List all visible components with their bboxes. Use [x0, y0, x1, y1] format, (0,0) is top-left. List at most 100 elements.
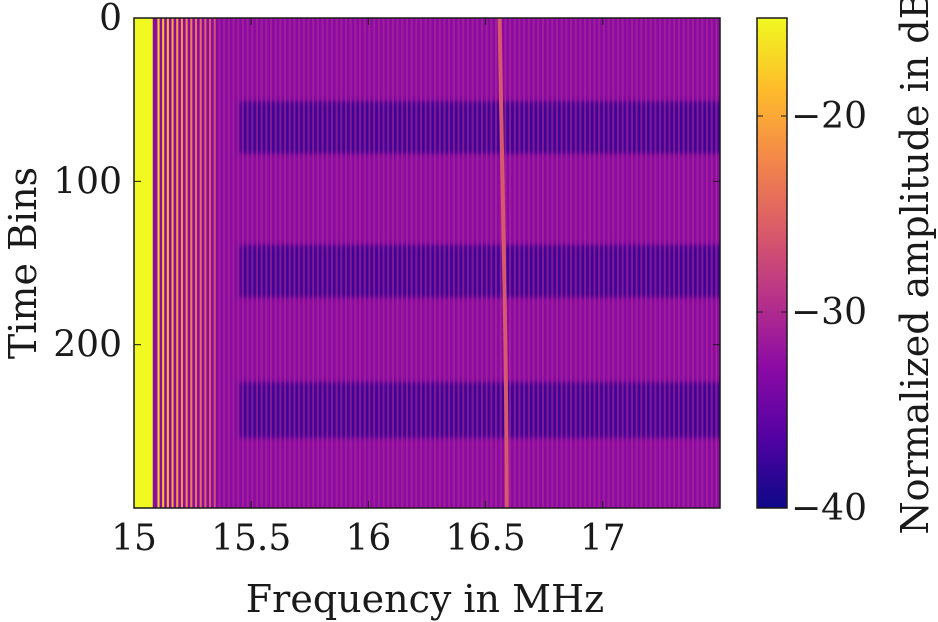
comb-column: [344, 18, 348, 508]
comb-column: [621, 18, 624, 508]
weak-spectral-line: [626, 18, 629, 508]
comb-column: [387, 18, 390, 508]
high-amplitude-band: [134, 18, 153, 508]
comb-column: [649, 18, 652, 508]
x-tick-label: 16: [345, 518, 391, 559]
y-tick-label: 100: [53, 161, 122, 202]
comb-column: [490, 18, 493, 508]
comb-column: [246, 18, 249, 508]
comb-column: [204, 18, 207, 508]
comb-column: [565, 18, 568, 508]
comb-column: [401, 18, 404, 508]
x-axis: 15 15.5 16 16.5 17: [111, 18, 626, 559]
comb-column: [438, 18, 441, 508]
colorbar: [756, 17, 788, 509]
x-axis-label: Frequency in MHz: [246, 577, 604, 621]
comb-column: [279, 18, 282, 508]
y-tick-label: 0: [99, 0, 122, 39]
comb-column: [424, 18, 427, 508]
comb-column: [569, 18, 573, 508]
comb-column: [185, 18, 188, 508]
comb-column: [288, 18, 291, 508]
comb-column: [293, 18, 296, 508]
comb-column: [509, 18, 512, 508]
comb-column: [377, 18, 380, 508]
comb-column: [391, 18, 394, 508]
comb-column: [171, 18, 174, 508]
x-tick-label: 17: [580, 518, 626, 559]
comb-column: [298, 18, 301, 508]
comb-column: [551, 18, 554, 508]
comb-column: [448, 18, 451, 508]
comb-column: [710, 18, 713, 508]
colorbar-tick-label: −40: [791, 488, 867, 529]
comb-column: [227, 18, 230, 508]
comb-column: [335, 18, 338, 508]
comb-column: [157, 18, 160, 508]
comb-column: [382, 18, 385, 508]
comb-column: [715, 18, 718, 508]
comb-column: [176, 18, 179, 508]
comb-column: [480, 18, 484, 508]
comb-column: [532, 18, 535, 508]
comb-column: [223, 18, 226, 508]
x-tick-label: 15: [111, 518, 157, 559]
comb-column: [213, 18, 216, 508]
comb-column: [166, 18, 169, 508]
comb-column: [326, 18, 329, 508]
comb-column: [471, 18, 474, 508]
comb-column: [644, 18, 648, 508]
comb-column: [265, 18, 268, 508]
comb-column: [527, 18, 530, 508]
heatmap-dark-bands: [239, 101, 720, 438]
comb-column: [607, 18, 610, 508]
comb-column: [466, 18, 469, 508]
y-tick-label: 200: [53, 325, 122, 366]
comb-column: [659, 18, 662, 508]
comb-column: [476, 18, 479, 508]
comb-column: [602, 18, 605, 508]
comb-column: [260, 18, 263, 508]
comb-column: [237, 18, 240, 508]
y-axis-label: Time Bins: [1, 167, 45, 359]
comb-column: [218, 18, 221, 508]
comb-column: [307, 18, 310, 508]
comb-column: [677, 18, 680, 508]
comb-column: [274, 18, 277, 508]
comb-column: [354, 18, 357, 508]
low-amplitude-band: [239, 382, 720, 438]
colorbar-tick-label: −30: [791, 292, 867, 333]
comb-column: [194, 18, 198, 508]
colorbar-axis: −20 −30 −40: [757, 96, 867, 529]
comb-column: [494, 18, 498, 508]
y-axis: 0 100 200: [53, 0, 720, 366]
comb-column: [321, 18, 324, 508]
comb-column: [302, 18, 305, 508]
comb-column: [410, 18, 413, 508]
comb-column: [241, 18, 244, 508]
comb-column: [340, 18, 343, 508]
comb-column: [541, 18, 544, 508]
colorbar-tick-label: −20: [791, 96, 867, 137]
comb-column: [419, 18, 423, 508]
comb-column: [593, 18, 596, 508]
comb-column: [462, 18, 465, 508]
comb-column: [555, 18, 559, 508]
comb-column: [349, 18, 352, 508]
comb-column: [668, 18, 671, 508]
comb-column: [518, 18, 521, 508]
comb-column: [209, 18, 212, 508]
comb-column: [312, 18, 315, 508]
comb-column: [537, 18, 540, 508]
comb-column: [368, 18, 371, 508]
comb-column: [415, 18, 418, 508]
comb-column: [687, 18, 690, 508]
comb-column: [588, 18, 591, 508]
comb-column: [546, 18, 549, 508]
comb-column: [598, 18, 601, 508]
comb-column: [513, 18, 516, 508]
comb-column: [612, 18, 615, 508]
comb-column: [584, 18, 587, 508]
comb-column: [443, 18, 446, 508]
